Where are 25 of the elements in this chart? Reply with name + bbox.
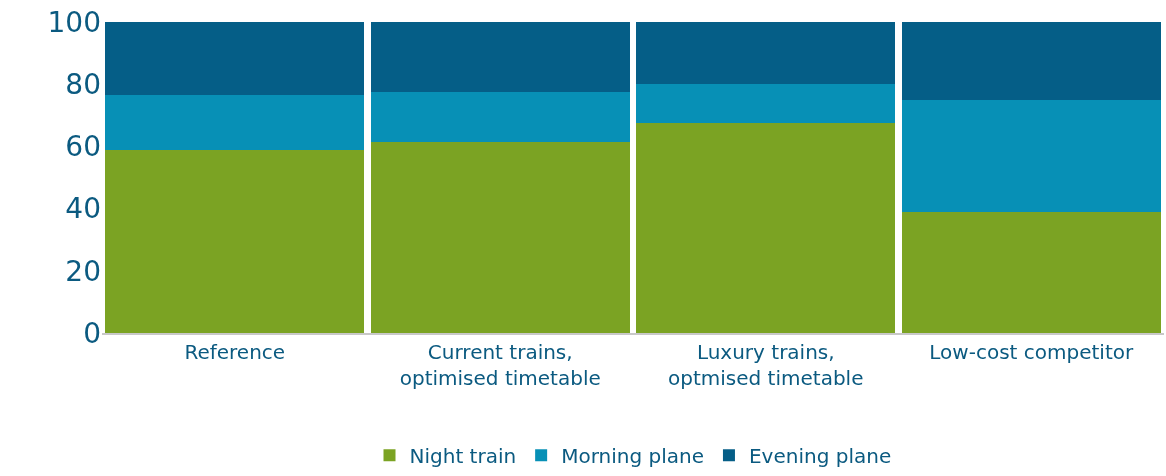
bar bbox=[636, 22, 896, 85]
y-tick-label: 60 bbox=[65, 130, 101, 164]
x-tick-label: Low-cost competitor bbox=[929, 340, 1134, 364]
bar bbox=[105, 22, 365, 96]
bar bbox=[901, 211, 1161, 333]
bar bbox=[105, 149, 365, 333]
legend-label: Night train bbox=[409, 443, 517, 468]
x-tick-label: Luxury trains, optmised timetable bbox=[668, 340, 864, 390]
x-tick-label: Current trains, optimised timetable bbox=[399, 340, 601, 390]
x-tick-label: Reference bbox=[184, 340, 286, 364]
bar bbox=[370, 91, 630, 142]
y-tick-label: 20 bbox=[65, 254, 101, 288]
bar bbox=[370, 141, 630, 333]
bar bbox=[636, 123, 896, 333]
y-tick-label: 40 bbox=[65, 192, 101, 226]
bar bbox=[636, 84, 896, 124]
bar bbox=[105, 95, 365, 150]
y-tick-label: 100 bbox=[47, 5, 101, 39]
bar bbox=[901, 99, 1161, 212]
bar bbox=[901, 22, 1161, 100]
legend-label: Evening plane bbox=[748, 443, 892, 468]
y-tick-label: 80 bbox=[65, 68, 101, 101]
bar bbox=[370, 22, 630, 92]
y-tick-label: 0 bbox=[83, 316, 101, 350]
legend-label: Morning plane bbox=[561, 443, 704, 468]
